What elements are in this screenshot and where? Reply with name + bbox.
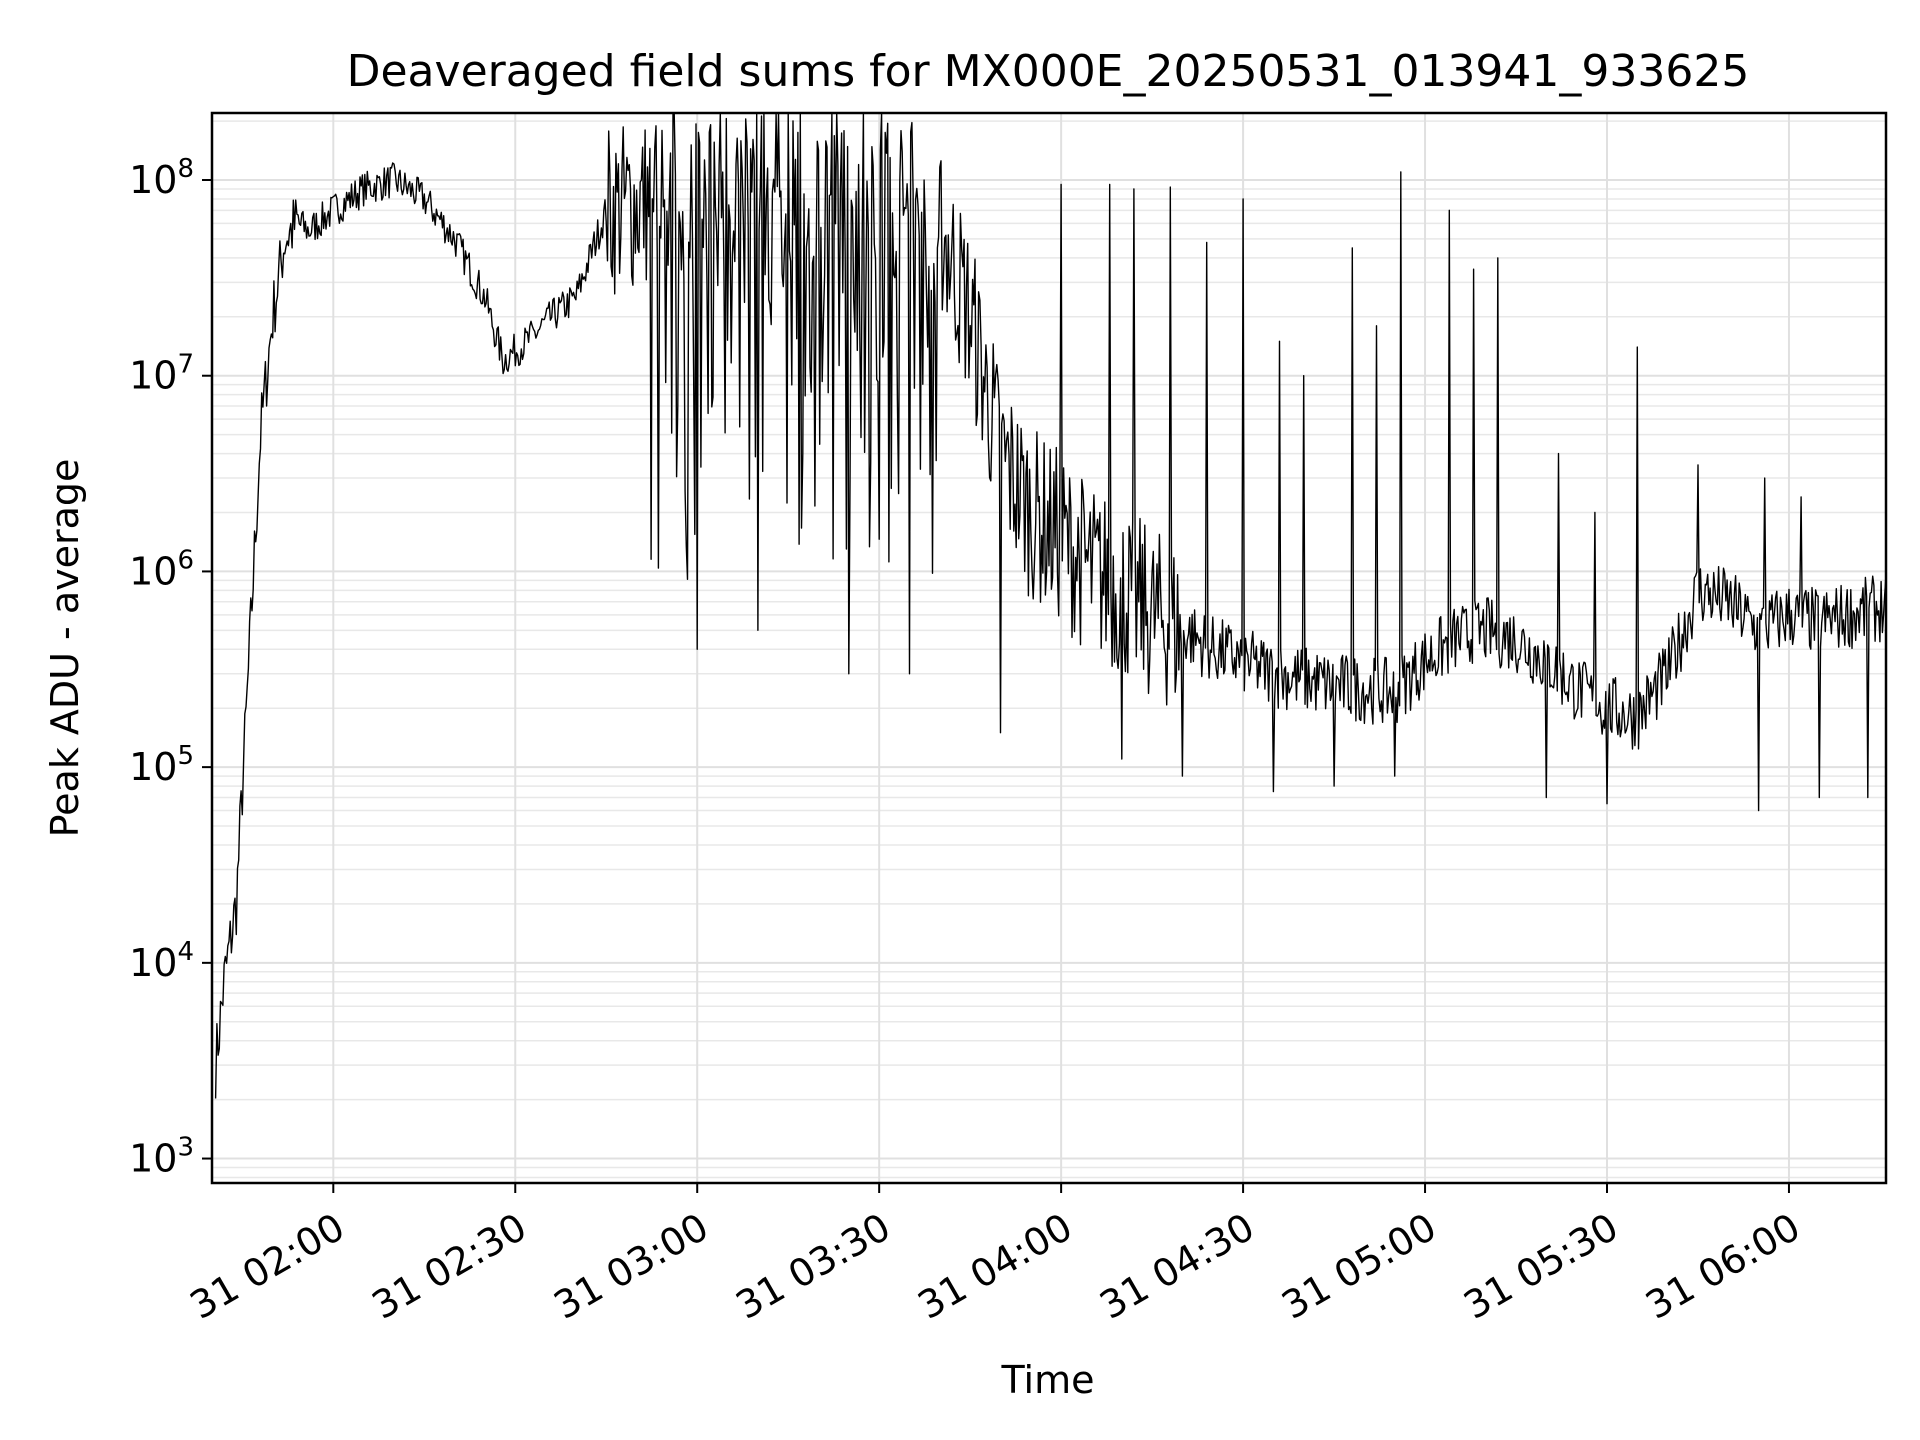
grid bbox=[212, 113, 1886, 1183]
y-tick-label: 106 bbox=[129, 545, 194, 593]
y-tick-label: 105 bbox=[129, 741, 194, 789]
x-tick-label: 31 03:30 bbox=[728, 1205, 897, 1328]
series-line bbox=[214, 112, 1887, 1099]
x-tick-label: 31 03:00 bbox=[547, 1205, 716, 1328]
x-tick-label: 31 02:30 bbox=[365, 1205, 534, 1328]
x-tick-label: 31 04:30 bbox=[1092, 1205, 1261, 1328]
series-line-path bbox=[214, 112, 1887, 1099]
x-tick-label: 31 02:00 bbox=[183, 1205, 352, 1328]
chart-title: Deaveraged field sums for MX000E_2025053… bbox=[347, 46, 1750, 97]
y-tick-label: 103 bbox=[129, 1133, 194, 1181]
y-tick-label: 108 bbox=[129, 154, 194, 202]
x-tick-label: 31 06:00 bbox=[1638, 1205, 1807, 1328]
x-tick-label: 31 05:00 bbox=[1274, 1205, 1443, 1328]
y-axis: 103 104 105 106 107 108 bbox=[129, 154, 212, 1181]
plot-frame bbox=[210, 111, 1888, 1185]
x-axis: 31 02:00 31 02:30 31 03:00 31 03:30 31 04:00… bbox=[183, 1183, 1807, 1328]
y-axis-label: Peak ADU - average bbox=[43, 459, 87, 838]
x-axis-label: Time bbox=[1001, 1358, 1095, 1402]
y-tick-label: 104 bbox=[129, 937, 194, 985]
x-tick-label: 31 05:30 bbox=[1456, 1205, 1625, 1328]
y-tick-label: 107 bbox=[129, 350, 194, 398]
x-tick-label: 31 04:00 bbox=[910, 1205, 1079, 1328]
